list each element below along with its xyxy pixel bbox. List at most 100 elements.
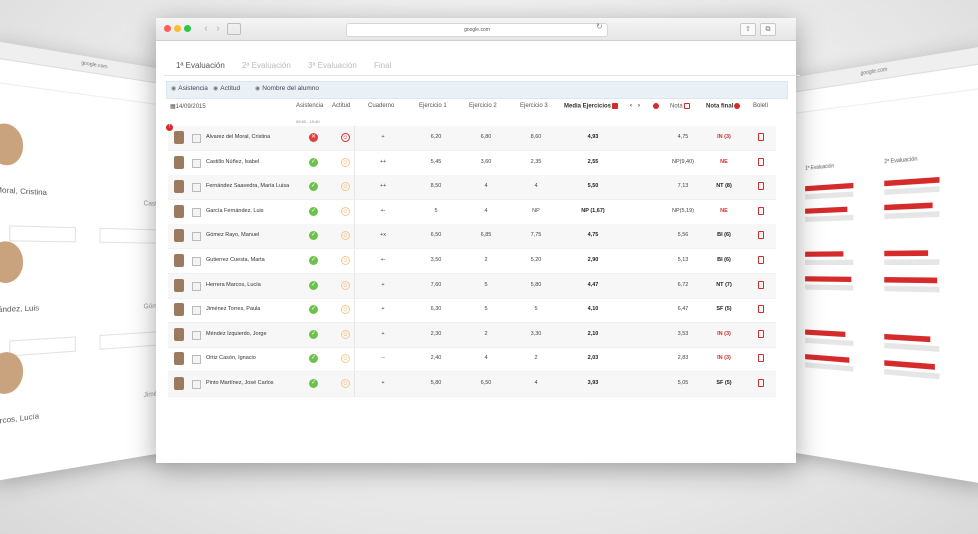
pdf-icon[interactable] <box>758 256 764 264</box>
present-icon[interactable]: ✓ <box>309 354 318 364</box>
select-checkbox[interactable] <box>192 281 201 291</box>
cuaderno-cell[interactable]: +- <box>380 207 386 214</box>
pdf-icon[interactable] <box>758 329 764 338</box>
student-name[interactable]: Jiménez Torres, Paula <box>206 306 261 313</box>
student-name[interactable]: García Fernández, Luis <box>206 207 264 214</box>
cuaderno-cell[interactable]: ++ <box>379 183 387 190</box>
student-name[interactable]: Pinto Martínez, José Carlos <box>206 380 274 386</box>
ejercicio-2-cell[interactable]: 4 <box>484 183 488 190</box>
ejercicio-2-cell[interactable]: 5 <box>484 306 488 313</box>
pdf-icon[interactable] <box>758 157 764 166</box>
select-checkbox[interactable] <box>192 306 201 316</box>
present-icon[interactable]: ✓ <box>309 280 318 290</box>
attitude-icon[interactable]: ☺ <box>341 157 350 167</box>
table-row[interactable]: García Fernández, Luis ✓ ☺ +- 5 4 NP NP (1,67) N… <box>168 199 776 225</box>
share-icon[interactable]: ⇧ <box>740 23 756 36</box>
ejercicio-1-cell[interactable]: 3,50 <box>430 257 442 263</box>
ejercicio-3-cell[interactable]: 2 <box>534 355 538 362</box>
ejercicio-1-cell[interactable]: 6,50 <box>430 232 442 239</box>
attitude-icon[interactable]: ☺ <box>341 329 350 339</box>
select-checkbox[interactable] <box>192 232 201 242</box>
nota-final-cell[interactable]: NT (8) <box>716 183 732 190</box>
present-icon[interactable]: ✓ <box>309 206 318 216</box>
calculator-icon[interactable] <box>612 103 619 109</box>
tabs-icon[interactable]: ⧉ <box>760 23 776 36</box>
ejercicio-1-cell[interactable]: 6,30 <box>430 306 442 313</box>
ejercicio-3-cell[interactable]: 5,20 <box>530 257 542 263</box>
select-checkbox[interactable] <box>192 380 201 389</box>
prev-columns-icon[interactable]: ‹ <box>630 103 632 109</box>
cuaderno-cell[interactable]: +x <box>380 232 386 239</box>
select-checkbox[interactable] <box>192 158 201 168</box>
present-icon[interactable]: ✓ <box>309 379 318 388</box>
ejercicio-3-cell[interactable]: 2,35 <box>530 158 542 165</box>
ejercicio-3-cell[interactable]: NP <box>532 207 540 214</box>
back-icon[interactable]: ‹ <box>204 23 208 34</box>
ejercicio-3-cell[interactable]: 8,60 <box>530 134 542 140</box>
ejercicio-1-cell[interactable]: 6,20 <box>430 134 442 140</box>
student-name[interactable]: Castillo Núñez, Isabel <box>206 158 260 165</box>
pdf-icon[interactable] <box>758 379 764 387</box>
table-row[interactable]: Gutierrez Cuesta, Marta ✓ ☺ +- 3,50 2 5,20 2,90… <box>168 249 776 274</box>
table-row[interactable]: ! Alvarez del Moral, Cristina ✕ ☺ +6,20 6,80 8… <box>166 124 776 151</box>
attitude-icon[interactable]: ☺ <box>341 256 350 265</box>
pdf-icon[interactable] <box>758 206 764 215</box>
pdf-icon[interactable] <box>758 305 764 314</box>
alert-icon[interactable]: ! <box>166 124 173 131</box>
forward-icon[interactable]: › <box>216 23 220 34</box>
nota-final-cell[interactable]: SF (5) <box>716 380 732 386</box>
col-cuaderno[interactable]: Cuaderno <box>368 103 395 109</box>
ejercicio-3-cell[interactable]: 5,80 <box>530 281 542 288</box>
present-icon[interactable]: ✓ <box>309 231 318 241</box>
student-name[interactable]: Méndez Izquierdo, Jorge <box>206 330 267 337</box>
pdf-icon[interactable] <box>758 182 764 191</box>
attitude-icon[interactable]: ☺ <box>341 305 350 315</box>
tab-final[interactable]: Final <box>374 61 392 70</box>
ejercicio-1-cell[interactable]: 5,80 <box>430 380 442 386</box>
table-row[interactable]: Gómez Rayo, Manuel ✓ ☺ +x 6,50 6,85 7,75 4,75 5,… <box>168 224 776 250</box>
filter-nombre[interactable]: ◉ Nombre del alumno <box>255 85 319 92</box>
ejercicio-2-cell[interactable]: 4 <box>484 207 488 214</box>
cuaderno-cell[interactable]: + <box>381 330 385 337</box>
nota-final-cell[interactable]: NE <box>720 207 728 214</box>
ejercicio-2-cell[interactable]: 6,85 <box>480 232 492 239</box>
nota-final-cell[interactable]: IN (3) <box>717 355 731 362</box>
tab-segunda-evaluacion[interactable]: 2ª Evaluación <box>242 61 291 70</box>
col-ejercicio-3[interactable]: Ejercicio 3 <box>520 103 548 109</box>
add-column-icon[interactable] <box>652 103 659 110</box>
pdf-icon[interactable] <box>758 280 764 289</box>
table-row[interactable]: Herrera Marcos, Lucía ✓ ☺ +7,60 5 5,80 4,47 6,7… <box>168 273 776 299</box>
absent-icon[interactable]: ✕ <box>309 133 318 142</box>
select-checkbox[interactable] <box>192 257 201 266</box>
col-ejercicio-1[interactable]: Ejercicio 1 <box>419 103 447 109</box>
filter-asistencia[interactable]: ◉ Asistencia <box>171 85 208 92</box>
ejercicio-3-cell[interactable]: 3,30 <box>530 330 542 337</box>
col-media-ejercicios[interactable]: Media Ejercicios <box>564 103 619 110</box>
col-nota[interactable]: Nota <box>670 103 690 110</box>
table-row[interactable]: Jiménez Torres, Paula ✓ ☺ +6,30 5 5 4,10 6,47 SF… <box>168 298 776 324</box>
next-columns-icon[interactable]: › <box>638 103 640 109</box>
table-row[interactable]: Castillo Núñez, Isabel ✓ ☺ ++ 5,45 3,60 2,35 2,… <box>168 150 776 176</box>
ejercicio-2-cell[interactable]: 6,50 <box>480 380 492 386</box>
maximize-window-button[interactable] <box>184 25 191 32</box>
col-actitud[interactable]: Actitud <box>332 103 351 109</box>
attitude-icon[interactable]: ☺ <box>341 231 350 241</box>
col-asistencia[interactable]: Asistencia <box>296 103 324 109</box>
present-icon[interactable]: ✓ <box>309 305 318 315</box>
col-ejercicio-2[interactable]: Ejercicio 2 <box>469 103 497 109</box>
table-row[interactable]: Fernández Saavedra, María Luisa ✓ ☺ ++ 8,50 4… <box>168 175 776 201</box>
sidebar-toggle-icon[interactable] <box>227 23 241 35</box>
attitude-icon[interactable]: ☺ <box>341 182 350 192</box>
pdf-icon[interactable] <box>758 354 764 363</box>
table-row[interactable]: Ortiz Casón, Ignacio ✓ ☺ -- 2,40 4 2 2,03 2,83 IN… <box>168 347 776 373</box>
ejercicio-2-cell[interactable]: 2 <box>484 257 488 263</box>
select-checkbox[interactable] <box>192 183 201 193</box>
cuaderno-cell[interactable]: ++ <box>379 158 387 165</box>
nota-final-cell[interactable]: SF (5) <box>716 306 732 313</box>
cuaderno-cell[interactable]: + <box>381 380 385 386</box>
ejercicio-1-cell[interactable]: 2,40 <box>430 355 442 362</box>
present-icon[interactable]: ✓ <box>309 256 318 265</box>
student-name[interactable]: Fernández Saavedra, María Luisa <box>206 183 290 190</box>
ejercicio-2-cell[interactable]: 6,80 <box>480 134 492 140</box>
cuaderno-cell[interactable]: + <box>381 134 385 140</box>
